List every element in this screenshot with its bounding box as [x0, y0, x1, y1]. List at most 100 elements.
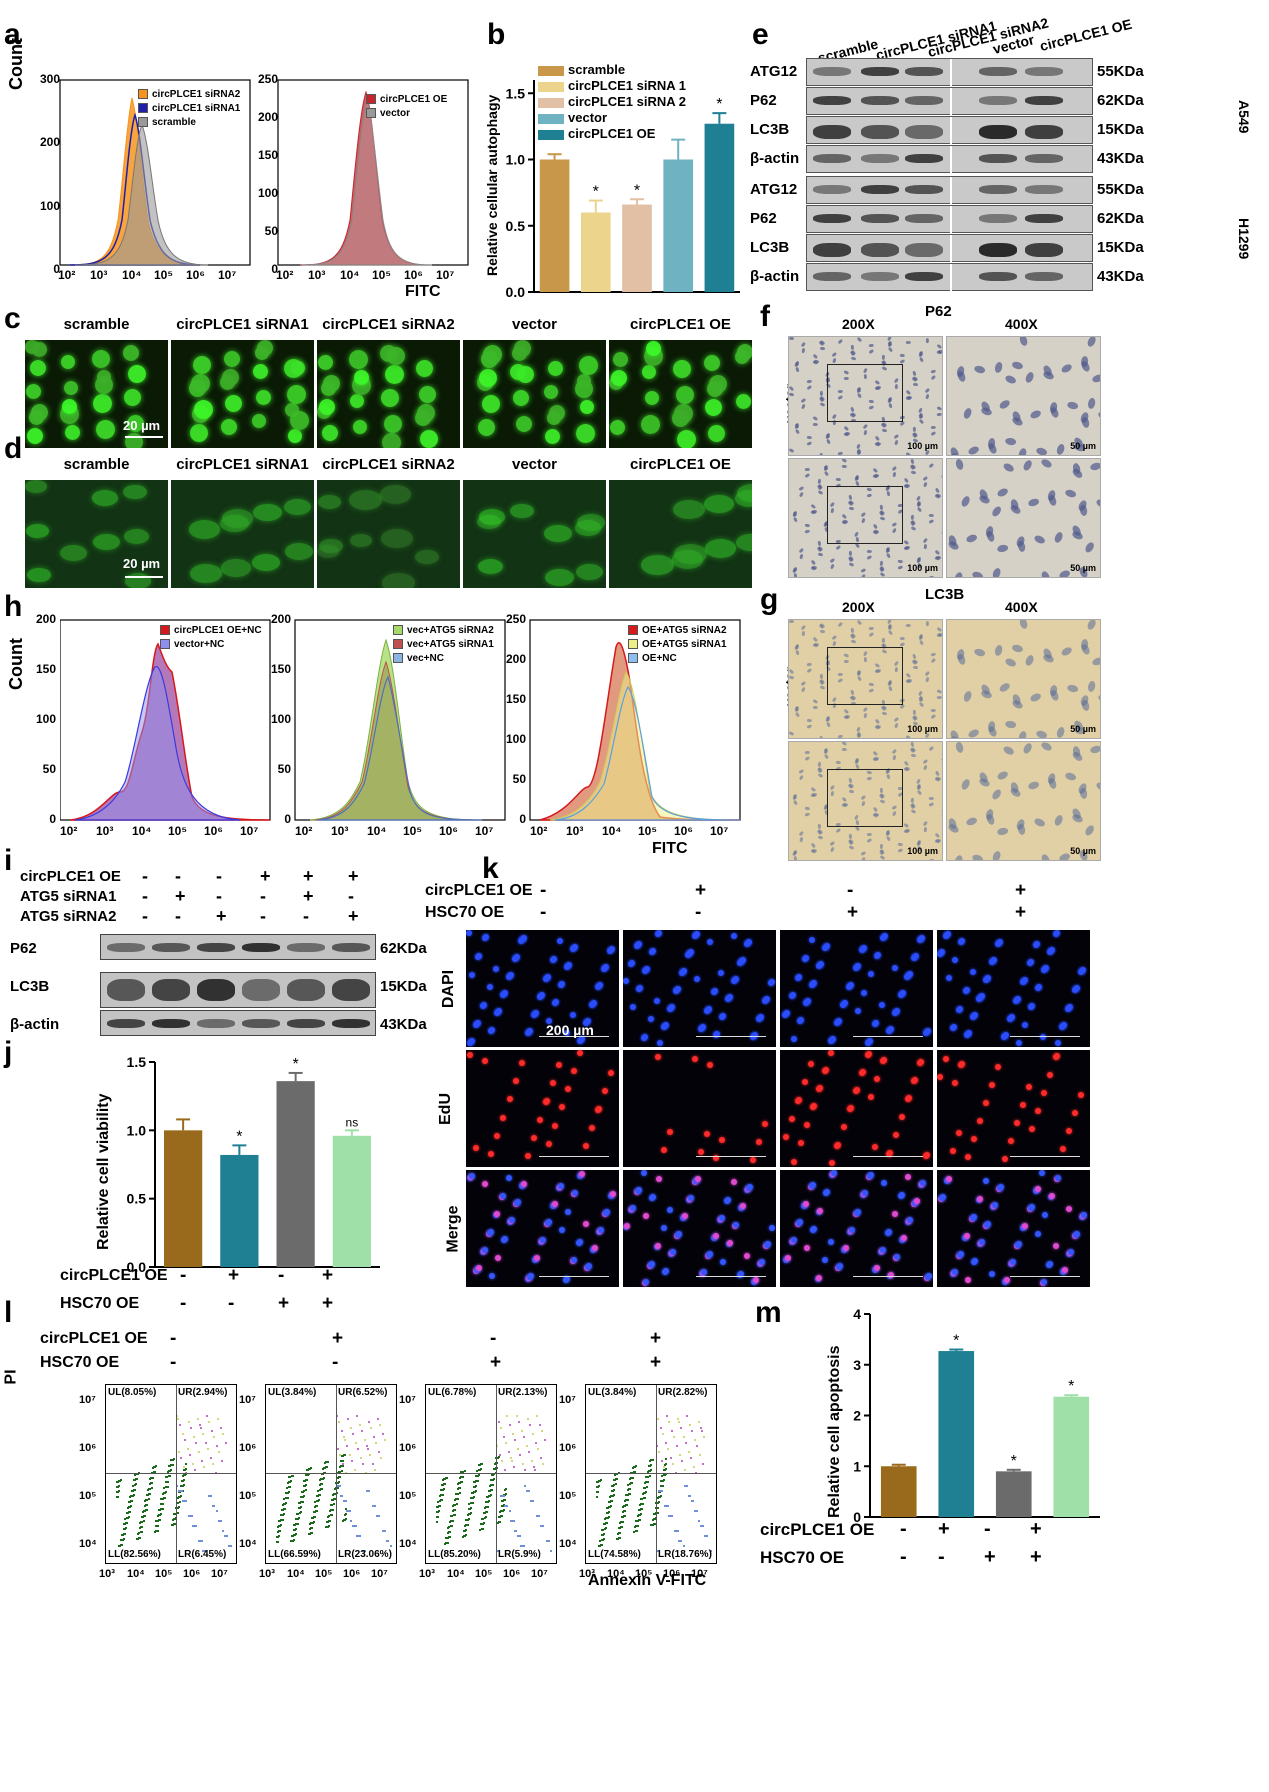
event-dot — [160, 1503, 162, 1506]
cell-blob — [478, 559, 503, 574]
event-dot — [671, 1515, 673, 1517]
nucleus — [806, 435, 812, 440]
event-dot — [295, 1518, 297, 1521]
panel-h-3-legend: OE+ATG5 siRNA2 OE+ATG5 siRNA1 OE+NC — [628, 624, 727, 666]
nucleus — [798, 774, 804, 781]
protein-band — [197, 943, 235, 952]
nucleus — [701, 1269, 707, 1275]
x-tick-label: 10³ — [96, 824, 114, 838]
event-dot — [658, 1451, 660, 1453]
event-dot — [476, 1470, 478, 1472]
event-dot — [647, 1480, 649, 1483]
event-dot — [332, 1493, 334, 1496]
event-dot — [678, 1421, 680, 1423]
y-tick-label: 150 — [505, 692, 526, 706]
event-dot — [689, 1495, 691, 1497]
cell-blob — [190, 424, 208, 442]
event-dot — [195, 1442, 197, 1444]
event-dot — [325, 1526, 327, 1529]
event-dot — [171, 1524, 173, 1526]
nucleus — [669, 1004, 675, 1010]
y-tick-label: 200 — [257, 110, 278, 124]
event-dot — [484, 1511, 486, 1514]
significance-mark: * — [293, 1056, 299, 1073]
nucleus — [978, 776, 992, 789]
panel-h-1-xaxis: 10² 10³ 10⁴ 10⁵ 10⁶ 10⁷ — [60, 824, 280, 840]
treatment-sign: - — [260, 886, 266, 906]
nucleus — [1053, 530, 1065, 545]
nucleus — [843, 425, 850, 432]
cell-blob — [319, 539, 343, 554]
event-dot — [177, 1511, 179, 1514]
nucleus — [804, 523, 811, 528]
nucleus — [918, 639, 924, 646]
event-dot — [501, 1495, 503, 1497]
nucleus — [791, 1237, 797, 1243]
panel-h-3-xaxis: 10² 10³ 10⁴ 10⁵ 10⁶ 10⁷ — [530, 824, 750, 840]
nucleus — [922, 758, 929, 765]
legend-swatch — [538, 81, 564, 92]
event-dot — [180, 1485, 182, 1488]
event-dot — [168, 1470, 170, 1473]
event-dot — [296, 1523, 298, 1525]
event-dot — [456, 1493, 458, 1495]
event-dot — [185, 1463, 187, 1466]
event-dot — [476, 1475, 478, 1477]
nucleus — [789, 337, 794, 340]
event-dot — [373, 1436, 375, 1438]
nucleus — [1047, 777, 1058, 790]
cell-blob — [548, 361, 563, 376]
event-dot — [151, 1482, 153, 1484]
event-dot — [648, 1465, 650, 1468]
x-tick-label: 10⁵ — [475, 1568, 493, 1580]
panel-k-treatment-table: circPLCE1 OE - + - + HSC70 OE - - + + — [425, 880, 1069, 926]
event-dot — [202, 1550, 204, 1552]
nucleus — [800, 624, 807, 631]
event-dot — [513, 1466, 515, 1468]
y-tick-label: 0 — [53, 262, 60, 276]
event-dot — [514, 1439, 516, 1441]
nucleus — [692, 1056, 698, 1062]
event-dot — [345, 1513, 347, 1516]
nucleus — [469, 1038, 475, 1044]
kda-label: 62KDa — [1097, 210, 1144, 227]
event-dot — [494, 1467, 496, 1470]
event-dot — [487, 1505, 489, 1508]
event-dot — [177, 1496, 179, 1499]
event-dot — [444, 1542, 446, 1545]
event-dot — [436, 1511, 438, 1513]
event-dot — [153, 1466, 155, 1469]
nucleus — [886, 830, 890, 835]
nucleus — [819, 735, 824, 738]
nucleus — [644, 966, 650, 972]
nucleus — [1016, 1241, 1022, 1247]
event-dot — [277, 1540, 279, 1543]
quadrant-percentage: UL(3.84%) — [588, 1387, 637, 1398]
event-dot — [627, 1488, 629, 1491]
event-dot — [159, 1518, 161, 1521]
nucleus — [476, 1265, 482, 1271]
event-dot — [649, 1474, 651, 1477]
event-dot — [219, 1520, 221, 1522]
event-dot — [658, 1490, 660, 1492]
event-dot — [499, 1454, 501, 1456]
event-dot — [643, 1487, 645, 1490]
nucleus — [925, 621, 929, 626]
event-dot — [299, 1511, 301, 1514]
nucleus — [822, 1257, 828, 1263]
nucleus — [810, 786, 817, 793]
event-dot — [314, 1500, 316, 1503]
bar — [880, 1466, 917, 1517]
event-dot — [670, 1515, 672, 1517]
y-tick-label: 150 — [35, 662, 56, 676]
nucleus — [806, 724, 813, 729]
event-dot — [686, 1485, 688, 1487]
event-dot — [436, 1506, 438, 1508]
y-tick-label: 200 — [39, 135, 60, 150]
event-dot — [343, 1436, 345, 1438]
event-dot — [312, 1521, 314, 1524]
x-tick-label: 10³ — [259, 1568, 275, 1580]
event-dot — [597, 1485, 599, 1488]
edu-image — [466, 1050, 619, 1167]
event-dot — [224, 1535, 226, 1537]
